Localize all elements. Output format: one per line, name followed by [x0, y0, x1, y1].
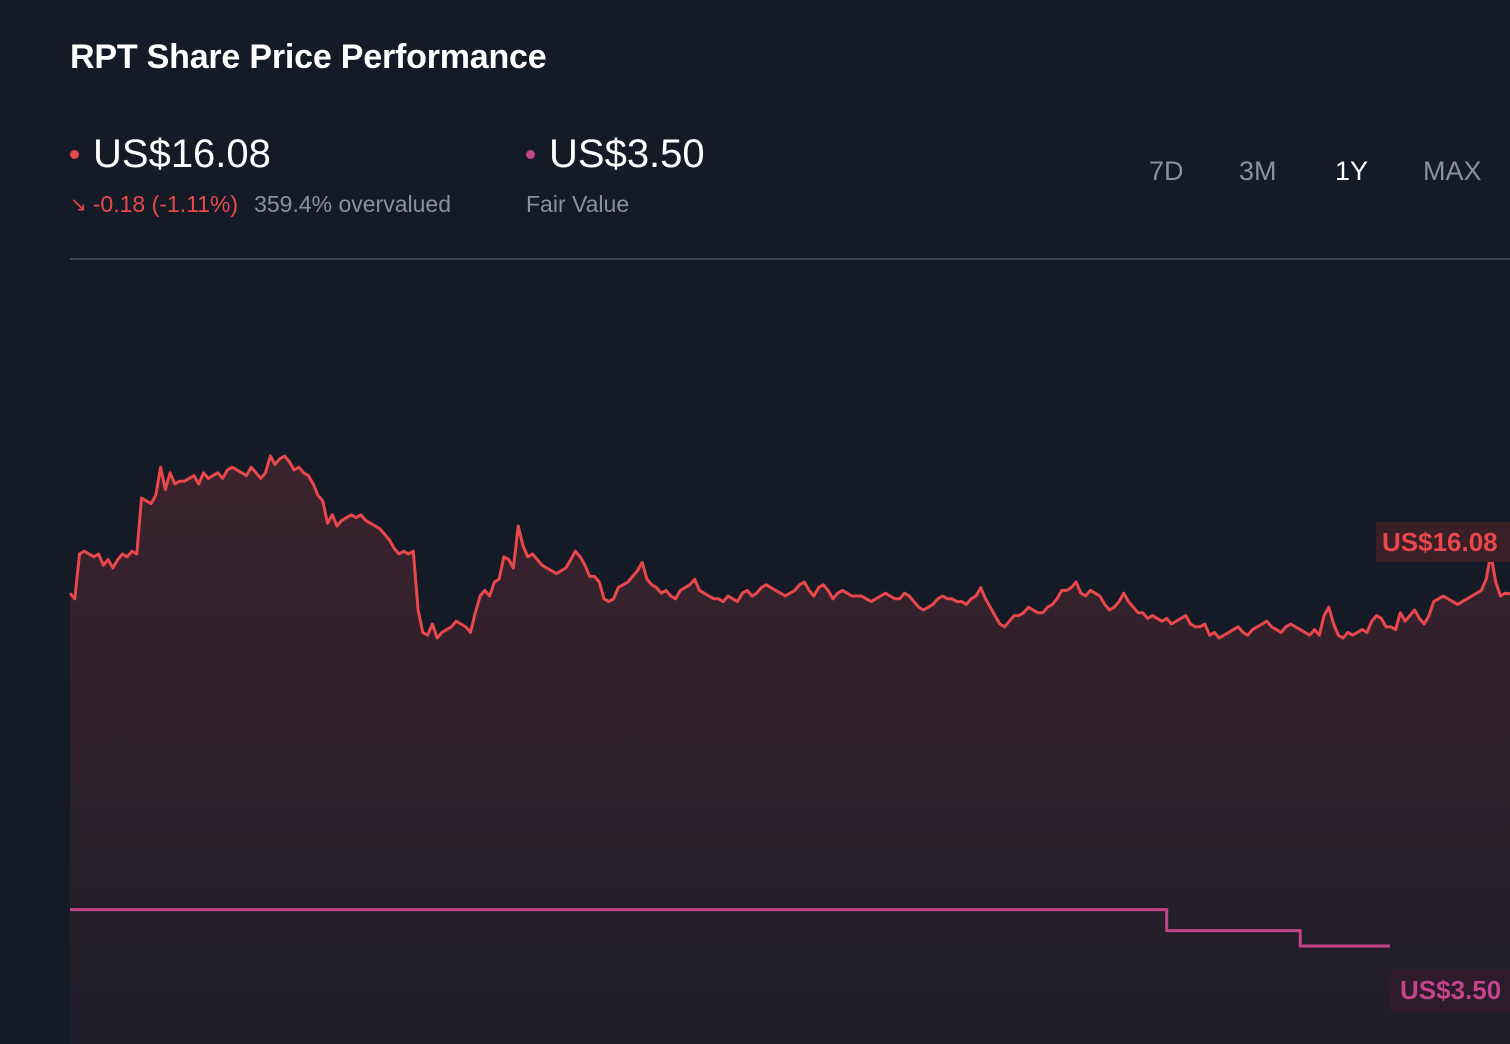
price-legend-dot	[70, 150, 79, 159]
tab-7d[interactable]: 7D	[1149, 156, 1184, 186]
current-price-value: US$16.08	[93, 132, 271, 176]
fair-value-legend-dot	[526, 150, 535, 159]
fair-value-label: Fair Value	[526, 191, 630, 217]
price-end-label-bg	[1376, 522, 1510, 562]
page-title: RPT Share Price Performance	[70, 38, 547, 76]
header-divider	[70, 258, 1510, 260]
price-end-label: US$16.08	[1382, 527, 1498, 557]
valuation-label: 359.4% overvalued	[254, 191, 451, 217]
fair-value-stat: US$3.50 Fair Value	[526, 132, 705, 218]
arrow-down-right-icon: ↘	[70, 194, 87, 216]
price-area-fill	[70, 456, 1510, 1044]
tab-3m[interactable]: 3M	[1239, 156, 1277, 186]
fair-value-end-label-bg	[1390, 970, 1510, 1012]
current-price-stat: US$16.08 ↘ -0.18 (-1.11%) 359.4% overval…	[70, 132, 451, 218]
price-series-line	[68, 454, 1510, 640]
tab-1y[interactable]: 1Y	[1335, 156, 1369, 186]
price-change: -0.18 (-1.11%)	[92, 191, 239, 217]
fair-value-value: US$3.50	[549, 132, 705, 176]
time-range-tabs: 7D 3M 1Y MAX	[1120, 156, 1510, 192]
tab-max[interactable]: MAX	[1423, 156, 1482, 186]
fair-value-end-label: US$3.50	[1400, 975, 1501, 1005]
fair-value-series-line	[70, 908, 1390, 948]
